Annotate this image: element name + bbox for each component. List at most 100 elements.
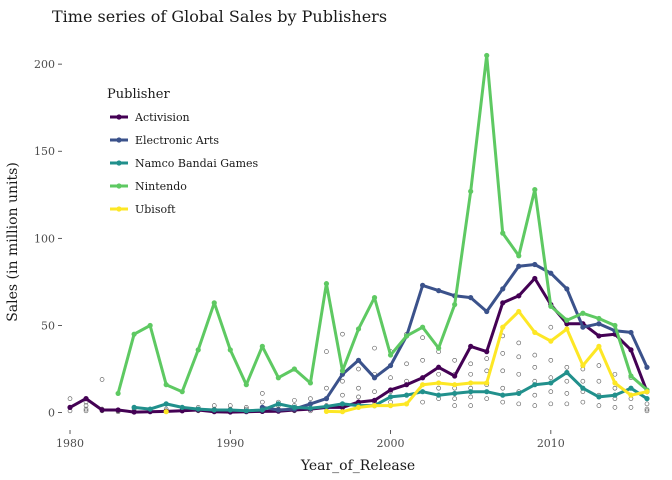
background-point (99, 377, 105, 382)
series-point (355, 357, 362, 363)
series-point (548, 270, 554, 276)
background-point (83, 408, 89, 414)
series-point (371, 403, 378, 409)
series-point (387, 362, 394, 369)
series-point (644, 389, 650, 395)
series-point (115, 390, 121, 397)
background-point (500, 351, 506, 356)
series-namco-bandai-games (131, 369, 650, 414)
series-point (500, 392, 506, 398)
y-tick-label: 0 (48, 407, 55, 420)
series-lines (67, 52, 650, 415)
series-point (131, 404, 137, 410)
background-point (532, 403, 538, 408)
series-line (116, 53, 649, 395)
background-point (67, 396, 73, 401)
series-point (596, 315, 602, 322)
series-point (436, 345, 442, 351)
background-point (452, 358, 457, 363)
background-point (420, 399, 425, 405)
series-point (628, 373, 634, 379)
series-point (387, 387, 394, 393)
series-point (516, 308, 522, 315)
background-point (564, 378, 570, 384)
x-axis-title: Year_of_Release (300, 458, 415, 474)
series-point (67, 404, 73, 410)
series-point (580, 310, 586, 316)
series-point (580, 362, 586, 369)
series-point (179, 404, 185, 410)
series-point (371, 294, 378, 301)
legend: Publisher Activision Electronic Arts Namco… (107, 87, 259, 216)
series-point (452, 382, 458, 388)
background-point (564, 391, 570, 396)
background-point (644, 406, 650, 412)
background-point (516, 371, 522, 377)
series-point (243, 382, 249, 388)
series-point (468, 294, 474, 301)
series-point (484, 349, 490, 355)
series-point (131, 331, 137, 337)
series-point (516, 263, 522, 269)
series-point (307, 405, 314, 411)
background-point (644, 401, 650, 407)
legend-label: Nintendo (135, 180, 187, 193)
series-point (532, 275, 538, 282)
series-point (484, 308, 490, 315)
series-point (163, 401, 169, 407)
series-point (628, 329, 634, 336)
legend-key-point (116, 160, 122, 166)
legend-key-point (116, 137, 122, 143)
legend-key-point (116, 114, 122, 120)
series-point (339, 368, 346, 374)
background-point (500, 385, 506, 391)
series-point (452, 301, 458, 308)
background-point (532, 352, 538, 358)
series-point (596, 321, 602, 327)
series-point (532, 329, 538, 336)
series-point (99, 407, 105, 413)
background-point (468, 371, 473, 377)
background-point (548, 389, 554, 394)
background-point (564, 364, 570, 370)
series-point (403, 382, 410, 388)
series-point (115, 407, 121, 413)
x-tick-label: 2010 (537, 437, 565, 450)
series-point (436, 380, 442, 386)
background-point (260, 399, 265, 405)
background-point (612, 371, 618, 377)
background-point (436, 385, 441, 391)
background-point (340, 378, 345, 384)
series-point (548, 380, 554, 386)
series-point (564, 317, 570, 323)
background-point (612, 385, 618, 391)
series-point (468, 389, 474, 395)
series-point (500, 324, 506, 330)
y-axis-title: Sales (in million units) (5, 162, 21, 322)
background-point (532, 364, 538, 370)
legend-key-point (116, 183, 122, 189)
background-point (580, 399, 586, 405)
series-point (387, 352, 394, 358)
series-point (532, 261, 538, 268)
background-point (548, 358, 554, 363)
series-point (403, 333, 410, 339)
background-point (324, 349, 329, 354)
series-point (420, 324, 426, 330)
series-point (371, 375, 378, 381)
background-point (484, 368, 490, 374)
series-point (468, 343, 474, 349)
series-point (580, 385, 586, 391)
series-point (628, 392, 634, 398)
background-point (500, 368, 506, 374)
series-point (612, 392, 618, 398)
background-point (324, 385, 329, 391)
background-point (420, 335, 425, 340)
legend-title: Publisher (107, 87, 170, 102)
series-point (83, 396, 89, 402)
series-point (163, 382, 169, 388)
background-point (308, 396, 313, 401)
series-point (484, 389, 490, 395)
legend-label: Ubisoft (135, 203, 176, 216)
series-point (323, 281, 330, 287)
